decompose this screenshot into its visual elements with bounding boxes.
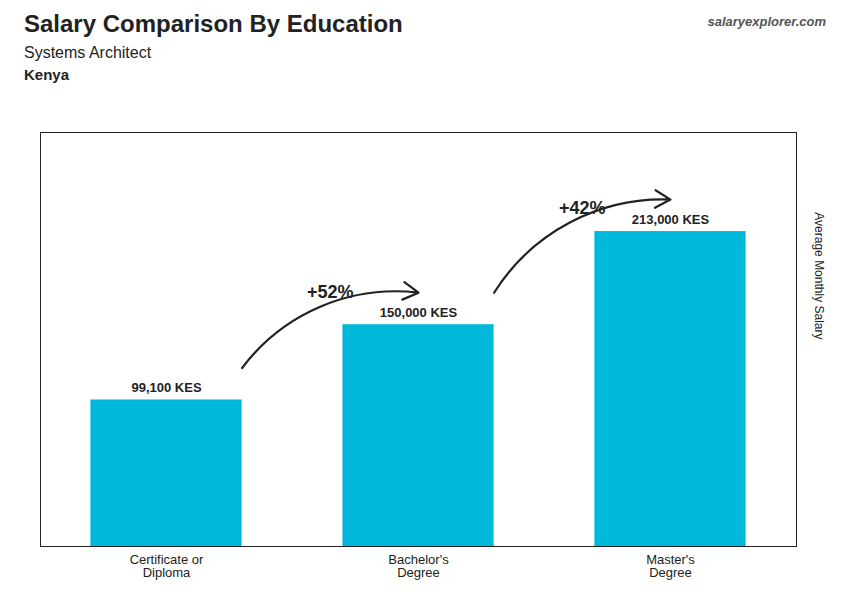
svg-text:150,000 KES: 150,000 KES [380, 305, 458, 320]
html-text:Systems Architect: Systems Architect [24, 44, 152, 61]
svg-text:Master'sDegree: Master'sDegree [646, 552, 695, 580]
html-text:Salary Comparison By Education: Salary Comparison By Education [24, 10, 403, 37]
html-text:Kenya: Kenya [24, 66, 69, 83]
html-text:salaryexplorer.com: salaryexplorer.com [707, 14, 826, 29]
svg-text:Average Monthly Salary: Average Monthly Salary [812, 212, 826, 339]
svg-text:99,100 KES: 99,100 KES [131, 380, 201, 395]
svg-text:Certificate orDiploma: Certificate orDiploma [130, 552, 204, 580]
svg-text:+52%: +52% [307, 282, 354, 302]
svg-text:Bachelor'sDegree: Bachelor'sDegree [388, 552, 449, 580]
svg-text:+42%: +42% [559, 198, 606, 218]
svg-text:213,000 KES: 213,000 KES [632, 212, 710, 227]
